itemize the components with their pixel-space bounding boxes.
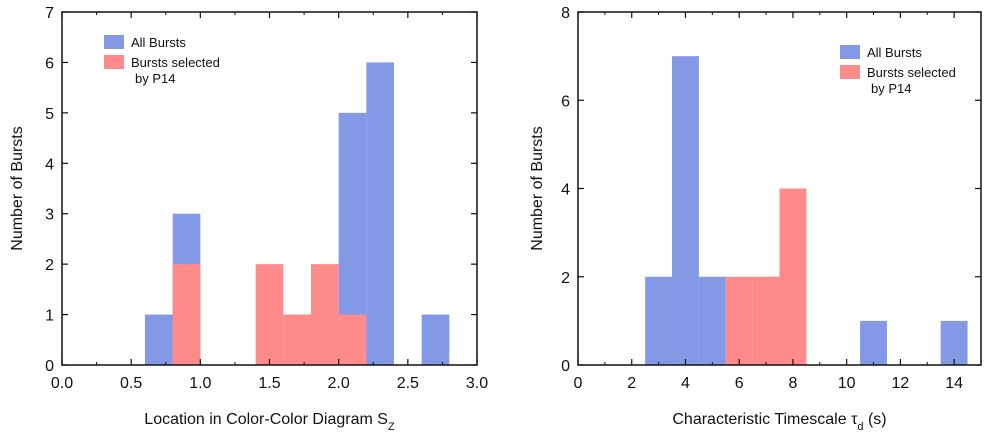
bar-all-bursts [145,314,173,365]
legend-label-continued: by P14 [135,71,175,86]
x-axis-label: Location in Color-Color Diagram SZ [144,411,395,433]
bar-p14-selected [338,314,367,365]
bar-p14-selected [172,264,201,365]
bar-all-bursts [860,320,887,365]
x-tick-label: 1.5 [258,375,280,392]
x-tick-label: 2 [627,375,636,392]
x-tick-label: 14 [945,375,963,392]
legend-swatch [104,35,124,49]
bar-p14-selected [779,188,807,365]
y-tick-label: 6 [561,93,570,110]
legend-label: All Bursts [131,35,186,50]
left-histogram-panel: 0.0 0.5 1.0 1.5 2.0 2.5 3.0 0 1 2 3 4 5 6 7 Number of B… [9,5,488,433]
legend-label-continued: by P14 [871,81,911,96]
x-tick-label: 6 [735,375,744,392]
x-tick-label: 10 [838,375,856,392]
x-tick-label: 0.5 [120,375,142,392]
legend-label: Bursts selected [867,65,956,80]
y-axis-label: Number of Bursts [529,126,546,250]
x-tick-label: 2.5 [397,375,419,392]
y-tick-label: 2 [45,257,54,274]
y-tick-label: 1 [45,308,54,325]
y-tick-label: 0 [561,358,570,375]
bar-all-bursts [940,320,968,365]
legend-swatch [104,55,124,69]
legend-label: Bursts selected [131,55,220,70]
bar-all-bursts [421,314,450,365]
x-tick-label: 3.0 [466,375,488,392]
x-tick-label: 8 [788,375,797,392]
x-tick-label: 2.0 [328,375,350,392]
y-tick-label: 0 [45,358,54,375]
bar-p14-selected [725,276,753,365]
x-tick-label: 1.0 [189,375,211,392]
y-tick-label: 2 [561,270,570,287]
legend-swatch [840,45,860,59]
bar-p14-selected [311,264,339,365]
bar-all-bursts [645,276,673,365]
legend-label: All Bursts [867,45,922,60]
x-tick-label: 4 [681,375,690,392]
bar-all-bursts [698,276,726,365]
x-tick-label: 12 [892,375,910,392]
x-axis-label: Characteristic Timescale τd (s) [672,411,886,433]
y-tick-label: 4 [561,182,570,199]
bar-all-bursts [672,56,699,365]
y-axis-label: Number of Bursts [9,126,26,250]
y-tick-label: 4 [45,156,54,173]
bar-p14-selected [255,264,284,365]
bar-p14-selected [283,314,311,365]
x-tick-label: 0 [574,375,583,392]
bar-all-bursts [366,62,394,366]
right-histogram-panel: 0 2 4 6 8 10 12 14 0 2 4 6 8 Number of Bursts Characte… [529,5,982,433]
y-tick-label: 5 [45,106,54,123]
y-tick-label: 6 [45,55,54,72]
x-tick-label: 0.0 [51,375,73,392]
legend-swatch [840,65,860,79]
y-tick-label: 8 [561,5,570,22]
y-tick-label: 7 [45,5,54,22]
bar-p14-selected [752,276,780,365]
y-tick-label: 3 [45,207,54,224]
